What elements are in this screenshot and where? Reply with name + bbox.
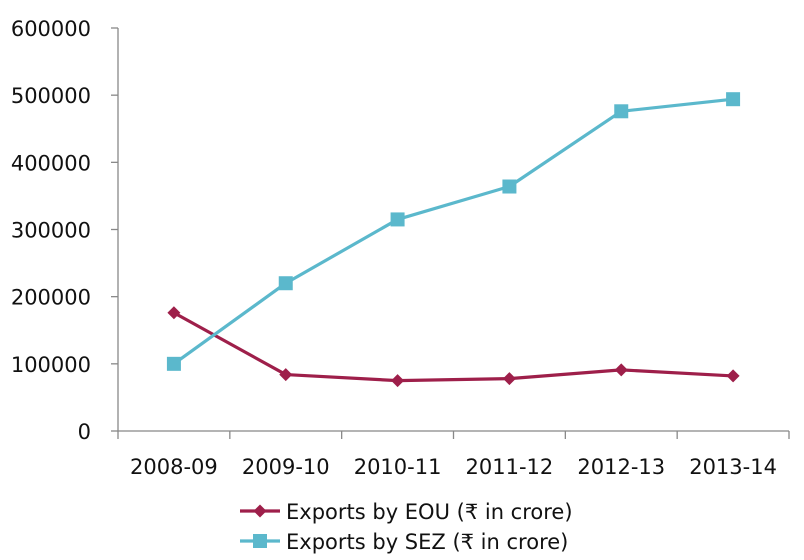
x-tick-label: 2009-10 xyxy=(242,455,330,479)
x-tick-label: 2012-13 xyxy=(577,455,665,479)
data-point-series-2 xyxy=(502,179,517,194)
x-tick-label: 2008-09 xyxy=(130,455,218,479)
x-tick-label: 2010-11 xyxy=(354,455,442,479)
data-point-series-2 xyxy=(166,356,181,371)
legend-label-1: Exports by EOU (₹ in crore) xyxy=(286,500,573,524)
legend-label-2: Exports by SEZ (₹ in crore) xyxy=(286,530,568,554)
legend-marker-2 xyxy=(253,534,267,548)
y-tick-label: 600000 xyxy=(11,17,91,41)
data-point-series-1 xyxy=(279,368,293,382)
data-point-series-1 xyxy=(167,306,181,320)
data-point-series-1 xyxy=(726,369,740,383)
data-point-series-2 xyxy=(614,104,629,119)
x-tick-label: 2011-12 xyxy=(466,455,554,479)
data-point-series-2 xyxy=(726,92,741,107)
x-tick-label: 2013-14 xyxy=(689,455,777,479)
y-tick-label: 400000 xyxy=(11,151,91,175)
data-point-series-1 xyxy=(614,363,628,377)
data-point-series-2 xyxy=(390,212,405,227)
y-tick-label: 300000 xyxy=(11,219,91,243)
y-tick-label: 0 xyxy=(78,420,91,444)
series-line-1 xyxy=(173,311,734,383)
y-tick-label: 200000 xyxy=(11,286,91,310)
legend-marker-1 xyxy=(253,504,267,518)
data-point-series-1 xyxy=(502,372,516,386)
y-tick-label: 500000 xyxy=(11,84,91,108)
y-tick-label: 100000 xyxy=(11,353,91,377)
series-line-2 xyxy=(172,97,734,366)
data-point-series-2 xyxy=(278,276,293,291)
data-point-series-1 xyxy=(391,374,405,388)
